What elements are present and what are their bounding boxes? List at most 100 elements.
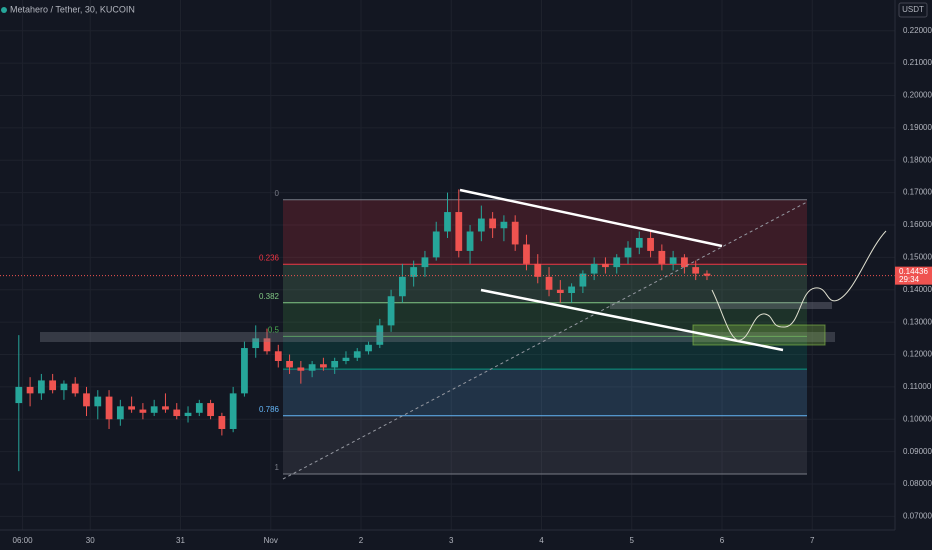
- x-tick-label: 6: [720, 536, 725, 545]
- candle-body: [703, 273, 711, 276]
- y-tick-label: 0.11000: [903, 382, 932, 391]
- projection-path: [711, 230, 887, 341]
- candle-body: [139, 409, 147, 413]
- candle-body: [590, 263, 598, 274]
- candle-body: [26, 386, 34, 394]
- y-tick-label: 0.14000: [903, 285, 932, 294]
- candle-body: [444, 212, 451, 232]
- x-tick-label: 31: [176, 536, 185, 545]
- fib-label: 0.786: [259, 405, 280, 414]
- candle-body: [342, 357, 350, 361]
- y-tick-label: 0.22000: [903, 26, 932, 35]
- x-tick-label: 4: [539, 536, 544, 545]
- candle-body: [500, 221, 508, 229]
- drawings: [40, 188, 887, 480]
- countdown: 29:34: [899, 275, 920, 284]
- support-band: [40, 332, 835, 342]
- candle-body: [128, 406, 136, 410]
- candle-body: [308, 364, 316, 371]
- candle-body: [376, 325, 384, 345]
- candle-body: [162, 406, 169, 410]
- candle-body: [241, 348, 248, 394]
- fib-zone: [283, 336, 807, 370]
- candle-body: [692, 267, 700, 274]
- candle-body: [173, 409, 181, 417]
- candle-body: [489, 218, 497, 229]
- candle-body: [681, 257, 688, 268]
- candle-body: [320, 364, 327, 368]
- candle-body: [229, 393, 237, 429]
- x-tick-label: 3: [449, 536, 454, 545]
- candle-body: [477, 218, 485, 232]
- candle-body: [523, 244, 530, 264]
- fib-zone: [283, 264, 807, 303]
- candle-body: [398, 276, 406, 297]
- candle-body: [534, 263, 542, 277]
- candle-body: [455, 212, 463, 251]
- candle-body: [556, 289, 564, 294]
- y-tick-label: 0.16000: [903, 220, 932, 229]
- candle-body: [613, 257, 621, 268]
- candle-body: [421, 257, 429, 268]
- x-tick-label: 06:00: [13, 536, 34, 545]
- plot-area: [0, 0, 895, 530]
- fib-label: 1: [275, 463, 280, 472]
- candle-body: [432, 231, 440, 258]
- upper-channel-line: [459, 188, 723, 248]
- candle-body: [71, 383, 79, 394]
- y-tick-label: 0.10000: [903, 414, 932, 423]
- candle-body: [624, 247, 632, 258]
- last-price-label: 0.14436: [899, 267, 928, 276]
- candle-body: [511, 221, 519, 245]
- candle-body: [15, 386, 23, 404]
- fib-zone: [283, 199, 807, 265]
- candle-body: [297, 367, 305, 371]
- candle-body: [218, 416, 226, 429]
- candle-body: [184, 412, 192, 417]
- candle-body: [353, 351, 361, 358]
- y-tick-label: 0.09000: [903, 447, 932, 456]
- candle-body: [635, 237, 643, 248]
- fib-zone: [283, 415, 807, 474]
- candle-body: [274, 351, 282, 361]
- x-tick-label: 2: [359, 536, 364, 545]
- x-tick-label: 30: [86, 536, 95, 545]
- candle-body: [602, 263, 609, 268]
- fib-label: 0: [275, 189, 280, 198]
- y-tick-label: 0.07000: [903, 512, 932, 521]
- candle-body: [410, 267, 418, 277]
- x-tick-label: 5: [630, 536, 635, 545]
- y-tick-label: 0.18000: [903, 155, 932, 164]
- y-tick-label: 0.13000: [903, 317, 932, 326]
- candle-body: [207, 403, 214, 417]
- status-dot: [1, 7, 7, 13]
- x-tick-label: Nov: [264, 536, 278, 545]
- y-tick-label: 0.20000: [903, 91, 932, 100]
- candle-body: [116, 406, 124, 420]
- candle-body: [568, 286, 575, 294]
- candle-body: [83, 393, 90, 407]
- candle-body: [466, 231, 474, 251]
- y-tick-label: 0.12000: [903, 350, 932, 359]
- y-tick-label: 0.19000: [903, 123, 932, 132]
- candle-body: [286, 360, 293, 368]
- last-price-tag: [895, 266, 932, 285]
- currency: USDT: [902, 5, 924, 14]
- fib-label: 0.382: [259, 292, 280, 301]
- fib-label: 0.236: [259, 253, 280, 262]
- candle-body: [195, 403, 203, 413]
- currency-box[interactable]: [898, 2, 928, 18]
- candle-body: [647, 237, 654, 251]
- y-tick-label: 0.21000: [903, 58, 932, 67]
- candle-body: [387, 296, 395, 326]
- candle-body: [37, 380, 45, 394]
- candle-body: [669, 257, 677, 264]
- fib-trend-line: [282, 201, 808, 480]
- candle-body: [658, 250, 666, 264]
- candle-body: [105, 396, 113, 420]
- x-tick-label: 7: [810, 536, 815, 545]
- resistance-band: [610, 302, 832, 309]
- lower-channel-line: [480, 288, 784, 352]
